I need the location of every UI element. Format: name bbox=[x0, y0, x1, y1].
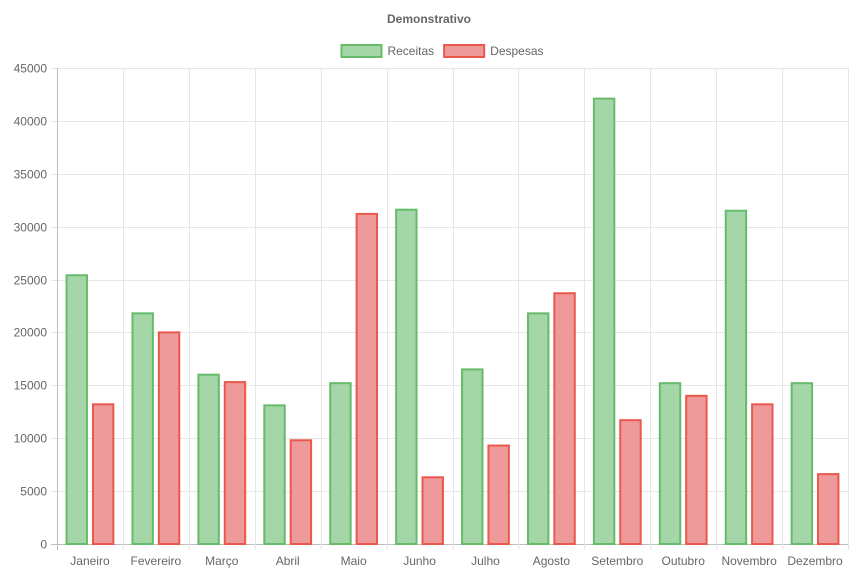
bar-despesas[interactable] bbox=[223, 381, 247, 546]
bar-despesas[interactable] bbox=[91, 403, 115, 545]
legend-swatch-receitas[interactable] bbox=[340, 44, 383, 58]
y-tick-label: 35000 bbox=[14, 168, 48, 182]
legend-label-receitas[interactable]: Receitas bbox=[387, 44, 434, 58]
bar-receitas[interactable] bbox=[329, 382, 352, 545]
x-tick-label: Outubro bbox=[662, 554, 706, 568]
bar-despesas[interactable] bbox=[817, 473, 840, 545]
bar-receitas[interactable] bbox=[592, 97, 616, 546]
legend-swatch-despesas[interactable] bbox=[443, 44, 486, 58]
bar-despesas[interactable] bbox=[355, 212, 379, 545]
bar-receitas[interactable] bbox=[790, 382, 814, 545]
bar-receitas[interactable] bbox=[65, 274, 88, 545]
x-tick-label: Dezembro bbox=[787, 554, 843, 568]
x-tick-label: Fevereiro bbox=[131, 554, 182, 568]
x-tick-label: Setembro bbox=[591, 554, 643, 568]
y-tick-label: 45000 bbox=[14, 62, 48, 76]
bars bbox=[65, 97, 840, 546]
bar-receitas[interactable] bbox=[131, 312, 154, 546]
bar-receitas[interactable] bbox=[263, 404, 286, 545]
x-tick-label: Janeiro bbox=[70, 554, 110, 568]
bar-despesas[interactable] bbox=[487, 444, 510, 545]
bar-despesas[interactable] bbox=[751, 403, 774, 545]
y-tick-label: 20000 bbox=[14, 326, 48, 340]
bar-despesas[interactable] bbox=[421, 476, 444, 545]
bar-receitas[interactable] bbox=[526, 312, 550, 546]
x-tick-label: Junho bbox=[403, 554, 436, 568]
y-tick-label: 0 bbox=[40, 538, 47, 552]
bar-despesas[interactable] bbox=[553, 292, 576, 546]
bar-despesas[interactable] bbox=[619, 419, 642, 545]
bar-receitas[interactable] bbox=[658, 382, 682, 545]
chart-title: Demonstrativo bbox=[387, 12, 471, 26]
y-tick-label: 15000 bbox=[14, 379, 48, 393]
bar-despesas[interactable] bbox=[289, 439, 313, 545]
y-tick-label: 25000 bbox=[14, 274, 48, 288]
grid bbox=[51, 68, 849, 550]
x-tick-label: Julho bbox=[471, 554, 500, 568]
x-tick-label: Março bbox=[205, 554, 239, 568]
y-tick-label: 30000 bbox=[14, 221, 48, 235]
bar-despesas[interactable] bbox=[157, 331, 181, 545]
x-tick-label: Agosto bbox=[533, 554, 571, 568]
bar-receitas[interactable] bbox=[197, 373, 220, 545]
x-tick-label: Maio bbox=[341, 554, 367, 568]
x-tick-label: Abril bbox=[276, 554, 300, 568]
y-tick-label: 5000 bbox=[20, 485, 47, 499]
bar-receitas[interactable] bbox=[395, 208, 418, 545]
bar-despesas[interactable] bbox=[685, 394, 708, 545]
bar-receitas[interactable] bbox=[724, 209, 748, 545]
y-tick-label: 10000 bbox=[14, 432, 48, 446]
y-tick-label: 40000 bbox=[14, 115, 48, 129]
legend: Receitas Despesas bbox=[340, 44, 544, 58]
axes: 0 5000 10000 15000 20000 25000 30000 35000 40000… bbox=[14, 62, 843, 569]
x-tick-label: Novembro bbox=[721, 554, 777, 568]
bar-receitas[interactable] bbox=[461, 368, 484, 545]
legend-label-despesas[interactable]: Despesas bbox=[490, 44, 543, 58]
